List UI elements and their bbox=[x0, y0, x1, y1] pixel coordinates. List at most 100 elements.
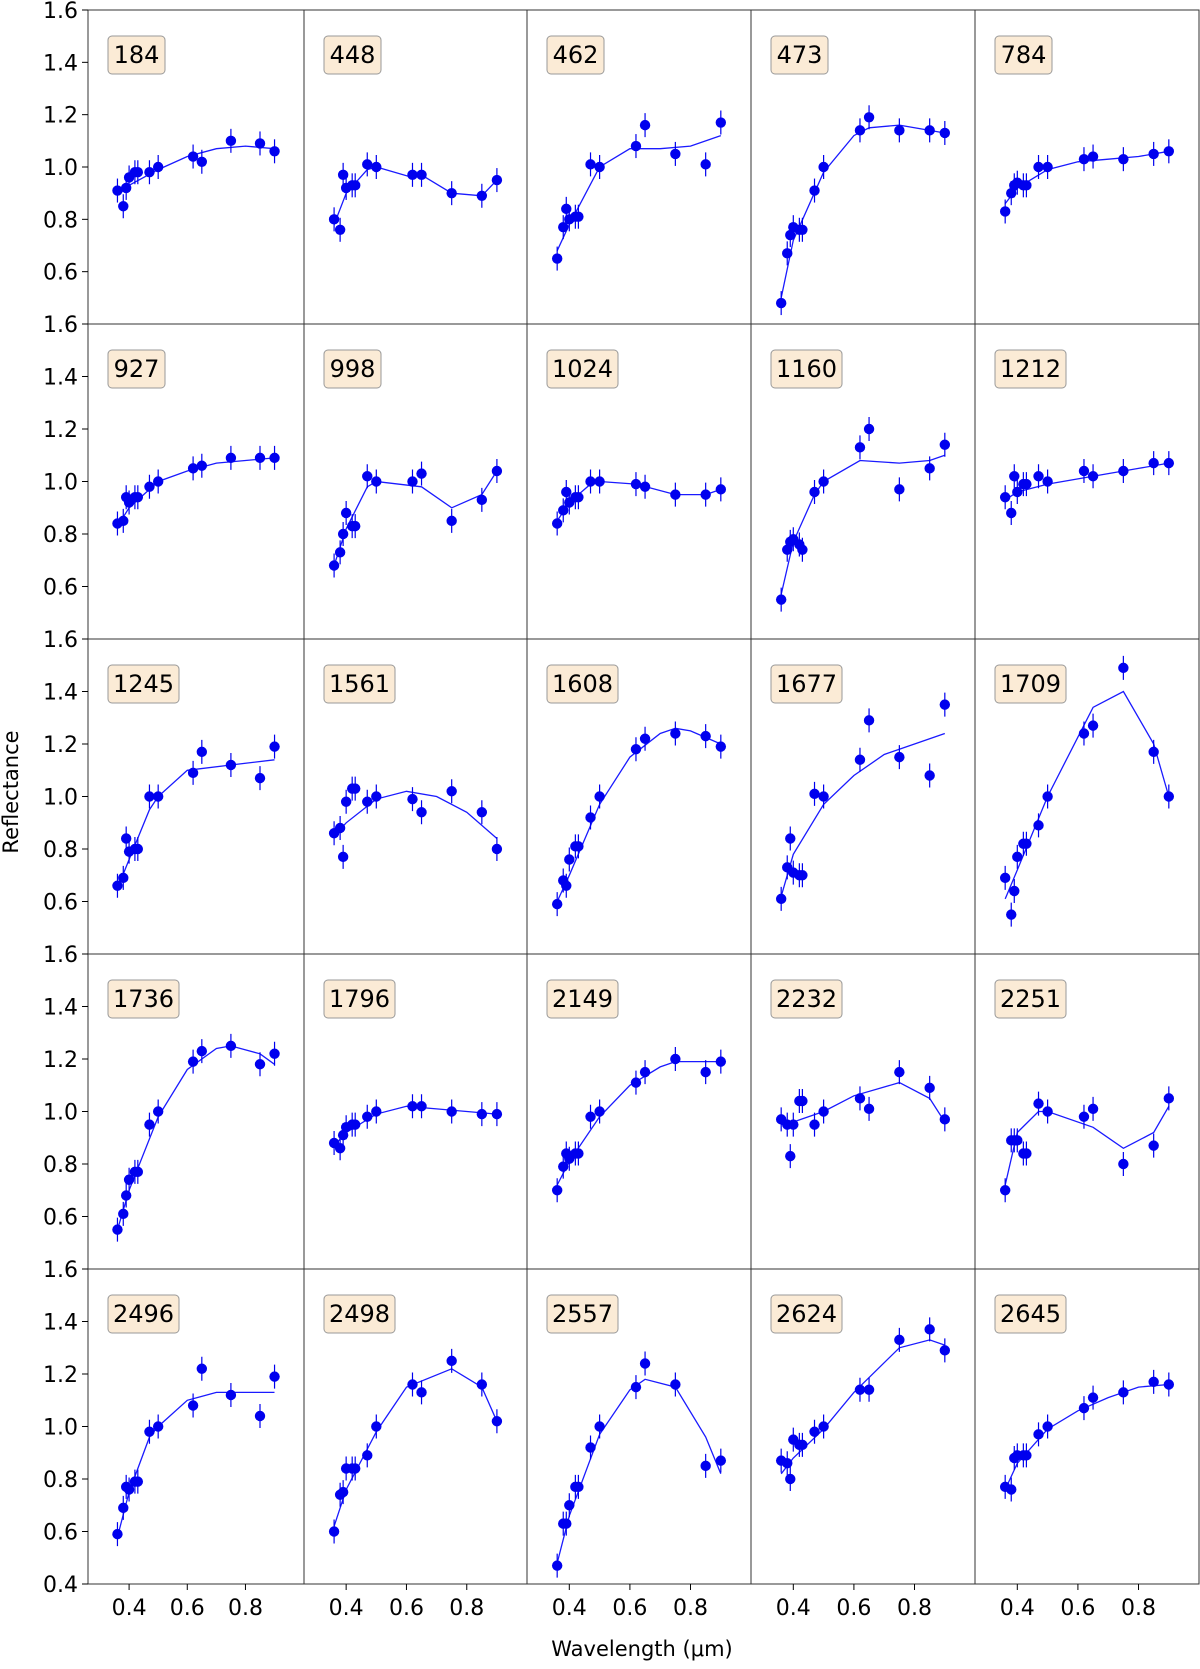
data-point bbox=[1118, 1387, 1129, 1398]
data-point bbox=[854, 754, 866, 765]
data-point bbox=[863, 112, 875, 123]
data-point bbox=[818, 1421, 829, 1432]
panel-2232: 2232 bbox=[750, 953, 976, 1270]
data-point bbox=[340, 796, 352, 807]
data-point bbox=[999, 1185, 1011, 1196]
panel-label-text: 2232 bbox=[776, 985, 837, 1013]
data-point bbox=[407, 1379, 418, 1390]
data-point bbox=[573, 1481, 584, 1493]
data-point bbox=[1118, 1158, 1129, 1170]
data-point bbox=[1033, 1098, 1044, 1109]
x-axis: 0.4 0.6 0.8 0.4 0.6 0.8 0.4 0.6 0.8 0.4 0.6 0.8 0.4 0… bbox=[112, 1584, 1156, 1621]
data-point bbox=[863, 1103, 875, 1115]
data-point bbox=[551, 898, 563, 910]
data-point bbox=[225, 452, 237, 464]
data-point bbox=[446, 1355, 457, 1367]
data-point bbox=[594, 161, 605, 173]
data-point bbox=[362, 159, 373, 170]
panel-1796: 1796 bbox=[303, 953, 528, 1270]
x-tick-label: 0.8 bbox=[449, 1596, 484, 1621]
panel-2149: 2149 bbox=[526, 953, 752, 1270]
data-point bbox=[1148, 746, 1159, 758]
panel-label: 1709 bbox=[994, 664, 1067, 704]
panel-2624: 2624 bbox=[750, 1268, 976, 1585]
data-point bbox=[476, 494, 488, 506]
data-point bbox=[144, 1426, 155, 1437]
data-point bbox=[416, 1387, 427, 1398]
data-point bbox=[670, 148, 681, 160]
panel-473: 473 bbox=[750, 9, 976, 325]
data-point bbox=[1006, 909, 1017, 920]
fit-line bbox=[1004, 690, 1170, 900]
data-point bbox=[371, 161, 382, 173]
panel-label: 998 bbox=[323, 349, 382, 389]
data-point bbox=[788, 1119, 799, 1130]
data-point bbox=[1078, 1111, 1090, 1122]
fit-line bbox=[116, 1045, 275, 1230]
panel-label-box bbox=[323, 1294, 396, 1334]
data-point bbox=[254, 1059, 266, 1070]
panel-label-box bbox=[770, 35, 829, 75]
data-point bbox=[254, 1410, 266, 1422]
data-point bbox=[118, 515, 129, 527]
data-point bbox=[797, 1439, 808, 1451]
data-point bbox=[639, 1358, 651, 1369]
data-point bbox=[362, 471, 373, 482]
x-tick-label: 0.4 bbox=[329, 1596, 364, 1621]
data-point bbox=[782, 1458, 793, 1469]
panel-927: 927 bbox=[87, 323, 305, 640]
panel-1709: 1709 bbox=[974, 638, 1200, 955]
data-point bbox=[1078, 728, 1090, 739]
fit-line bbox=[780, 1339, 946, 1475]
data-point bbox=[797, 870, 808, 881]
data-point bbox=[225, 1040, 237, 1052]
data-point bbox=[152, 161, 164, 173]
panel-label: 784 bbox=[994, 35, 1053, 75]
data-point bbox=[939, 1345, 951, 1356]
y-tick-label: 1.2 bbox=[43, 733, 78, 758]
data-point bbox=[254, 772, 266, 784]
data-point bbox=[558, 221, 569, 233]
data-point bbox=[491, 465, 503, 477]
data-point bbox=[594, 1106, 605, 1117]
data-point bbox=[407, 476, 418, 487]
data-point bbox=[924, 1082, 935, 1094]
data-point bbox=[551, 1185, 563, 1196]
panel-label: 1561 bbox=[323, 664, 396, 704]
panel-label-text: 184 bbox=[114, 41, 160, 69]
y-tick-label: 0.8 bbox=[43, 523, 78, 548]
data-point bbox=[630, 478, 642, 490]
data-point bbox=[476, 1379, 488, 1390]
panel-label-box bbox=[770, 979, 843, 1019]
data-point bbox=[854, 1093, 866, 1104]
data-point bbox=[476, 190, 488, 201]
y-tick-label: 0.6 bbox=[43, 1206, 78, 1231]
y-tick-label: 1.2 bbox=[43, 418, 78, 443]
data-point bbox=[585, 476, 596, 487]
data-point bbox=[349, 520, 361, 532]
data-point bbox=[1078, 465, 1090, 477]
panel-label: 462 bbox=[546, 35, 605, 75]
fit-line bbox=[333, 790, 498, 839]
panel-2498: 2498 bbox=[303, 1268, 528, 1585]
data-point bbox=[254, 452, 266, 464]
panel-label-text: 1024 bbox=[552, 355, 613, 383]
data-point bbox=[585, 812, 596, 823]
data-point bbox=[1021, 838, 1032, 849]
panel-label: 448 bbox=[323, 35, 382, 75]
panel-label-text: 1796 bbox=[329, 985, 390, 1013]
panel-label-box bbox=[546, 35, 605, 75]
data-point bbox=[340, 507, 352, 519]
panel-label: 2624 bbox=[770, 1294, 843, 1334]
data-point bbox=[809, 486, 820, 498]
panel-1608: 1608 bbox=[526, 638, 752, 955]
data-point bbox=[863, 715, 875, 726]
data-point bbox=[785, 1150, 796, 1162]
data-point bbox=[630, 140, 642, 152]
data-point bbox=[1148, 457, 1159, 469]
data-point bbox=[269, 146, 280, 157]
data-point bbox=[1033, 471, 1044, 482]
y-tick-label: 0.6 bbox=[43, 1521, 78, 1546]
data-point bbox=[416, 468, 427, 479]
panel-2496: 2496 bbox=[87, 1268, 305, 1585]
